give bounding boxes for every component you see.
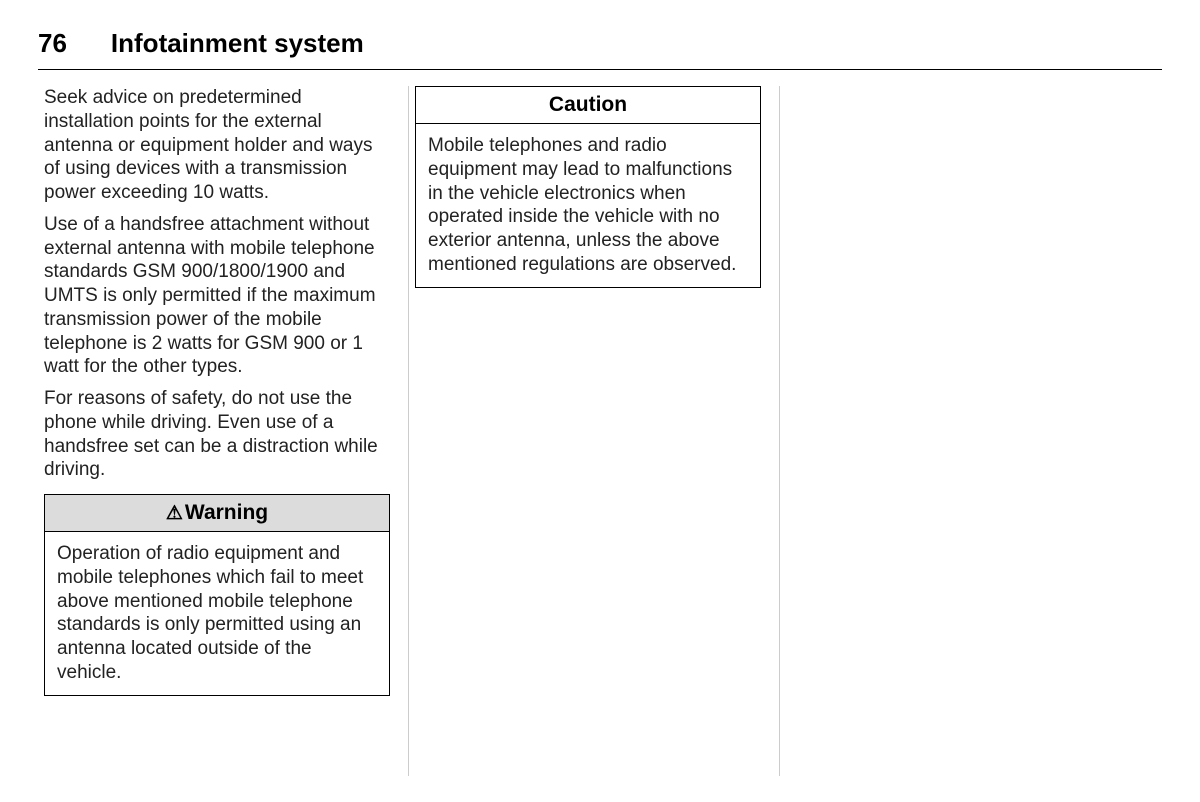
warning-body: Operation of radio equipment and mobile … — [45, 532, 389, 695]
caution-box: Caution Mobile telephones and radio equi… — [415, 86, 761, 288]
warning-icon: ⚠ — [166, 503, 183, 524]
warning-header: ⚠Warning — [45, 495, 389, 532]
warning-box: ⚠Warning Operation of radio equipment an… — [44, 494, 390, 696]
paragraph: Use of a handsfree attachment without ex… — [44, 213, 390, 379]
caution-title: Caution — [549, 93, 627, 116]
content-columns: Seek advice on predetermined installatio… — [38, 86, 1162, 776]
caution-body: Mobile telephones and radio equipment ma… — [416, 124, 760, 287]
page-header: 76 Infotainment system — [38, 28, 1162, 70]
warning-title: Warning — [185, 501, 268, 524]
page-number: 76 — [38, 28, 67, 59]
column-3 — [780, 86, 1150, 776]
caution-header: Caution — [416, 87, 760, 124]
section-title: Infotainment system — [111, 28, 364, 59]
paragraph: For reasons of safety, do not use the ph… — [44, 387, 390, 482]
column-1: Seek advice on predetermined installatio… — [38, 86, 408, 776]
column-2: Caution Mobile telephones and radio equi… — [409, 86, 779, 776]
paragraph: Seek advice on predetermined installatio… — [44, 86, 390, 205]
